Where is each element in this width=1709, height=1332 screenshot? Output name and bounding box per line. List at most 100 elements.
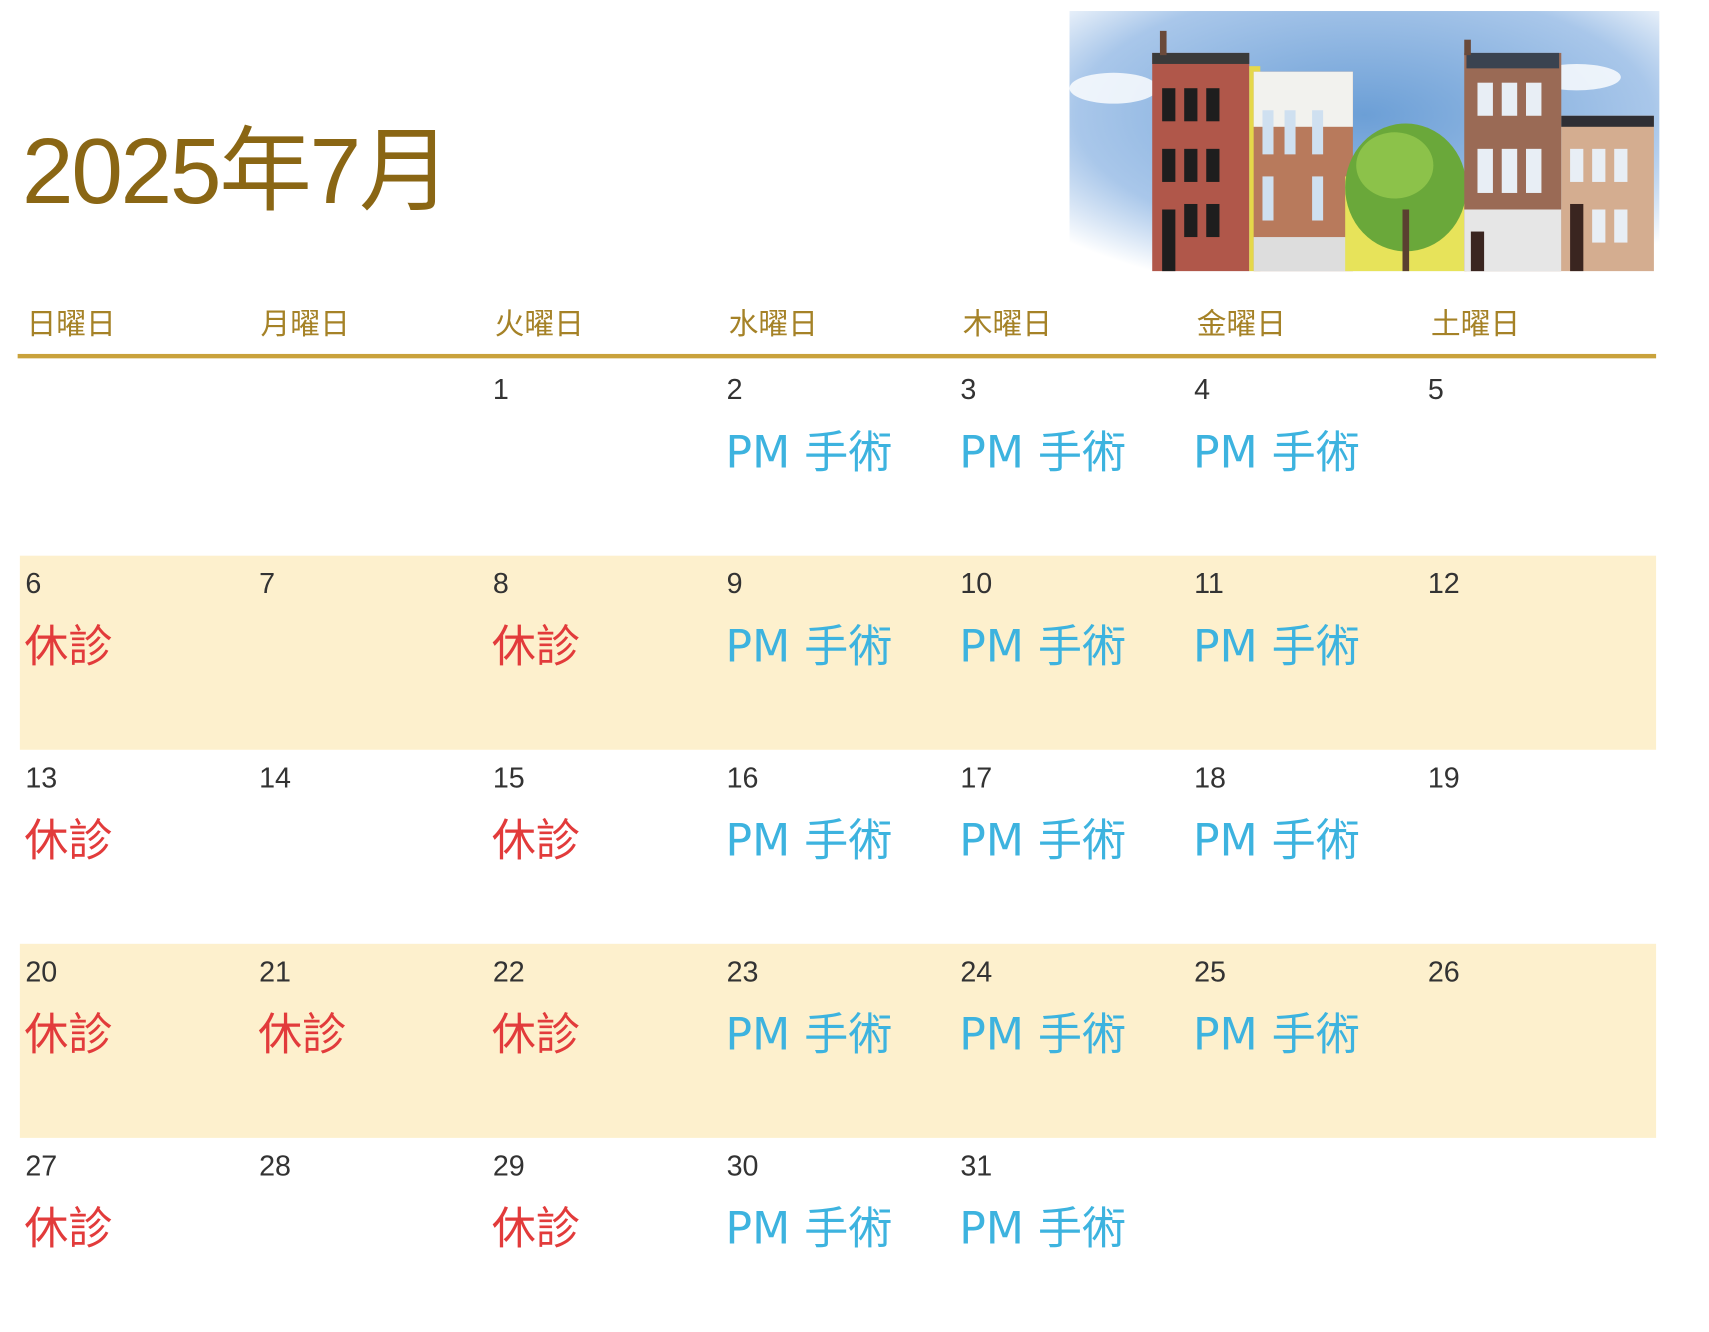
day-cell[interactable]: 17 PM 手術 [955,750,1189,944]
closed-label: 休診 [491,1204,580,1255]
day-cell[interactable]: 4 PM 手術 [1189,362,1423,556]
day-number: 29 [492,1148,525,1182]
closed-label: 休診 [491,621,580,673]
closed-label: 休診 [24,1009,113,1061]
week-row: 13 休診 14 15 休診 16 PM 手術 17 PM 手術 18 PM 手術 19 [20,750,1656,944]
calendar-grid: 1 2 PM 手術 3 PM 手術 4 PM 手術 5 6 休診 7 8 休診 9 PM 手術 10 PM 手術… [19,362,1657,1332]
day-number: 25 [1194,954,1227,988]
day-cell[interactable]: 21 休診 [254,944,488,1138]
day-number: 15 [492,760,525,794]
closed-label: 休診 [24,815,113,867]
day-number: 9 [726,566,743,600]
pm-surgery-label: PM 手術 [959,815,1127,867]
day-cell[interactable]: 6 休診 [20,556,254,750]
header-divider [17,353,1657,359]
day-cell[interactable]: 15 休診 [487,750,721,944]
day-number: 13 [25,760,58,794]
day-cell[interactable]: 16 PM 手術 [721,750,955,944]
pm-surgery-label: PM 手術 [959,1009,1127,1061]
day-number: 8 [492,566,509,600]
day-cell[interactable]: 13 休診 [20,750,254,944]
day-number: 23 [726,954,759,988]
day-cell[interactable]: 19 [1422,750,1656,944]
pm-surgery-label: PM 手術 [1193,427,1360,479]
weekday-label: 月曜日 [260,307,350,342]
pm-surgery-label: PM 手術 [1193,1009,1360,1061]
day-number: 10 [960,566,993,600]
day-number: 6 [25,566,42,600]
day-cell[interactable]: 2 PM 手術 [721,362,955,556]
day-cell[interactable]: 1 [487,362,721,556]
day-cell[interactable]: 7 [254,556,488,750]
weekday-label: 日曜日 [26,307,116,342]
day-number: 7 [259,566,276,600]
day-cell[interactable]: 3 PM 手術 [955,362,1189,556]
day-number: 22 [492,954,525,988]
day-cell [1189,1138,1423,1332]
day-cell[interactable]: 12 [1422,556,1656,750]
day-cell[interactable]: 23 PM 手術 [721,944,955,1138]
day-number: 2 [726,372,743,406]
pm-surgery-label: PM 手術 [1193,621,1360,673]
day-number: 20 [25,954,58,988]
day-cell[interactable]: 11 PM 手術 [1189,556,1423,750]
day-number: 5 [1427,372,1444,406]
day-number: 31 [960,1148,993,1182]
weekday-label: 水曜日 [728,307,818,342]
day-cell[interactable]: 26 [1422,944,1656,1138]
day-cell[interactable]: 25 PM 手術 [1189,944,1423,1138]
pm-surgery-label: PM 手術 [959,427,1127,479]
week-row: 20 休診 21 休診 22 休診 23 PM 手術 24 PM 手術 25 PM 手術 26 [19,943,1657,1138]
day-number: 17 [960,760,993,794]
day-number: 14 [259,760,292,794]
weekday-label: 木曜日 [962,307,1053,342]
day-number: 16 [726,760,759,794]
pm-surgery-label: PM 手術 [725,1009,893,1061]
weekday-label: 火曜日 [494,307,584,342]
day-cell[interactable]: 27 休診 [20,1138,254,1332]
closed-label: 休診 [491,1009,580,1061]
day-number: 26 [1427,954,1460,988]
day-cell[interactable]: 5 [1422,362,1656,556]
day-cell[interactable]: 10 PM 手術 [955,556,1189,750]
day-cell[interactable]: 18 PM 手術 [1189,750,1423,944]
day-cell[interactable]: 22 休診 [487,944,721,1138]
day-cell[interactable]: 30 PM 手術 [721,1138,955,1332]
weekday-label: 土曜日 [1430,307,1521,342]
day-cell[interactable]: 28 [254,1138,488,1332]
closed-label: 休診 [258,1009,347,1061]
day-number: 21 [259,954,292,988]
day-cell[interactable]: 24 PM 手術 [955,944,1189,1138]
pm-surgery-label: PM 手術 [1193,815,1360,867]
pm-surgery-label: PM 手術 [725,621,893,673]
day-number: 19 [1427,760,1460,794]
week-row: 27 休診 28 29 休診 30 PM 手術 31 PM 手術 [20,1138,1656,1332]
day-cell[interactable]: 9 PM 手術 [721,556,955,750]
day-number: 4 [1194,372,1211,406]
day-number: 12 [1427,566,1460,600]
pm-surgery-label: PM 手術 [959,1204,1127,1255]
pm-surgery-label: PM 手術 [725,815,893,867]
day-number: 28 [259,1148,292,1182]
day-number: 3 [960,372,977,406]
day-number: 18 [1194,760,1227,794]
day-number: 27 [25,1148,58,1182]
day-cell [20,362,254,556]
day-number: 11 [1194,566,1224,600]
townhouses-illustration [1069,11,1660,272]
day-cell[interactable]: 14 [254,750,488,944]
day-cell[interactable]: 31 PM 手術 [955,1138,1189,1332]
day-cell[interactable]: 8 休診 [487,556,721,750]
week-row: 1 2 PM 手術 3 PM 手術 4 PM 手術 5 [20,362,1656,556]
pm-surgery-label: PM 手術 [725,427,893,479]
day-cell[interactable]: 29 休診 [487,1138,721,1332]
week-row: 6 休診 7 8 休診 9 PM 手術 10 PM 手術 11 PM 手術 12 [19,555,1657,750]
pm-surgery-label: PM 手術 [725,1204,893,1255]
day-cell [254,362,488,556]
weekday-header: 日曜日 月曜日 火曜日 水曜日 木曜日 金曜日 土曜日 [18,300,1656,344]
day-number: 30 [726,1148,759,1182]
day-number: 1 [492,372,509,406]
day-cell[interactable]: 20 休診 [20,944,254,1138]
closed-label: 休診 [24,1204,113,1255]
